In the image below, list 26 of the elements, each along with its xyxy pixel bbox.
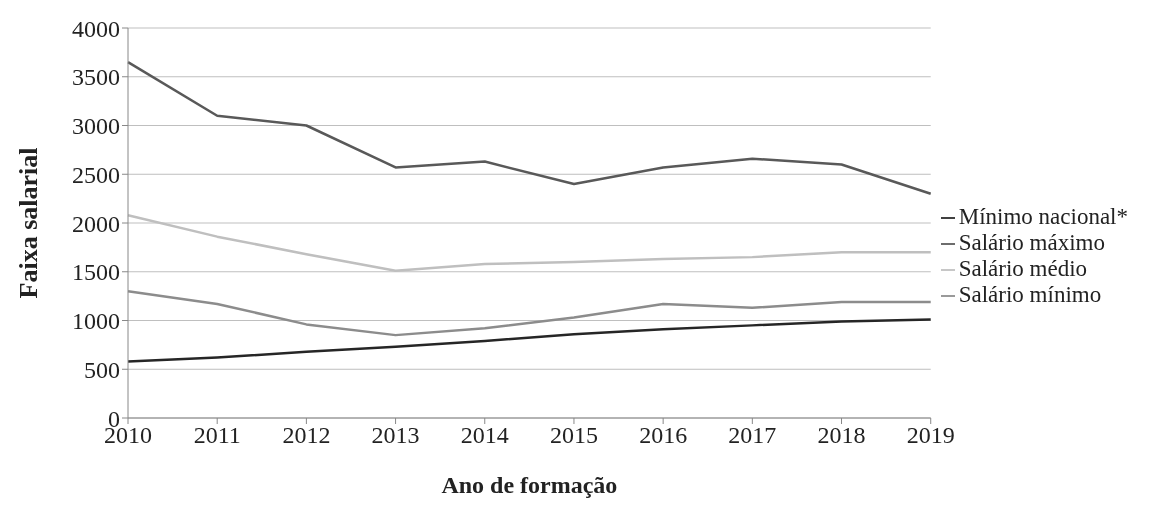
line-series	[126, 213, 932, 273]
y-tick-label: 4000	[72, 15, 120, 42]
x-tick-label: 2013	[371, 422, 420, 449]
legend-label: Salário mínimo	[958, 281, 1102, 307]
y-tick-label: 1000	[72, 308, 120, 335]
x-tick-label: 2017	[728, 422, 777, 449]
x-tick-label: 2014	[460, 422, 509, 449]
x-tick-label: 2016	[639, 422, 688, 449]
y-tick-label: 3500	[72, 64, 120, 91]
legend-label: Salário máximo	[958, 229, 1105, 255]
legend-label: Salário médio	[958, 255, 1088, 281]
x-tick-label: 2019	[906, 422, 955, 449]
legend-label: Mínimo nacional*	[958, 203, 1128, 229]
y-tick-label: 1500	[72, 259, 120, 286]
line-series	[126, 318, 932, 363]
x-tick-label: 2011	[193, 422, 241, 449]
line-series	[126, 60, 932, 195]
x-tick-label: 2015	[549, 422, 598, 449]
y-tick-label: 2000	[72, 210, 120, 237]
y-tick-label: 2500	[72, 161, 120, 188]
y-axis-title: Faixa salarial	[14, 147, 44, 299]
x-tick-label: 2012	[282, 422, 331, 449]
x-tick-label: 2018	[817, 422, 866, 449]
y-tick-label: 3000	[72, 113, 120, 140]
x-axis-title: Ano de formação	[441, 472, 618, 498]
y-tick-label: 500	[84, 356, 120, 383]
